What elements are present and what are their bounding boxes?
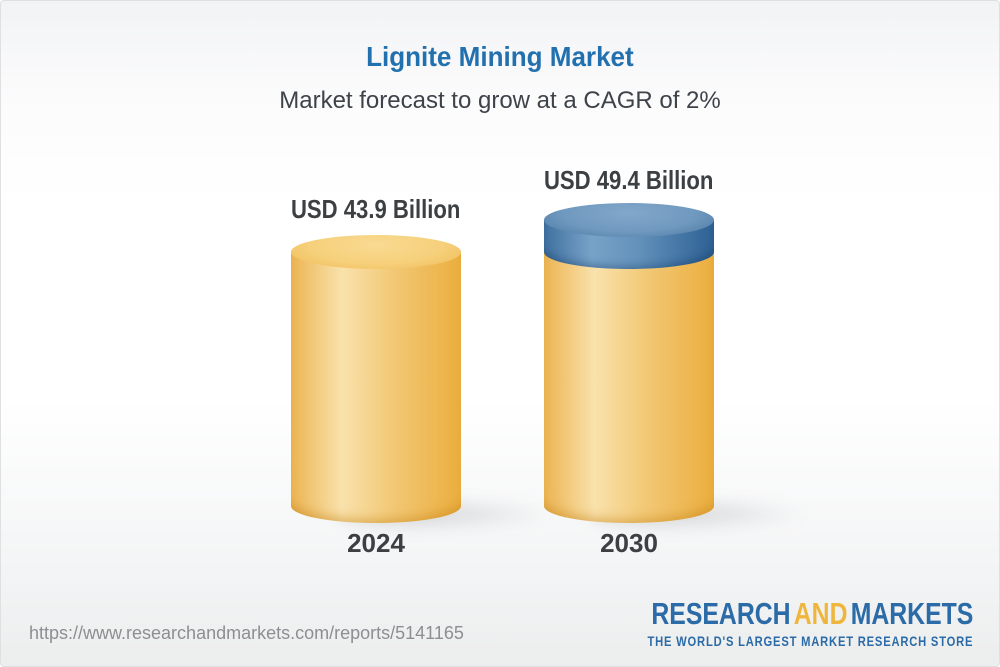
page-title: Lignite Mining Market (366, 41, 634, 72)
logo-and-word: AND (793, 596, 848, 631)
value-label-2030: USD 49.4 Billion (544, 165, 714, 195)
axis-label-2030: 2030 (600, 528, 658, 558)
logo-tagline: THE WORLD'S LARGEST MARKET RESEARCH STOR… (647, 633, 973, 649)
research-and-markets-logo: RESEARCH AND MARKETS THE WORLD'S LARGEST M… (647, 596, 973, 650)
value-label-2024: USD 43.9 Billion (291, 194, 461, 224)
axis-label-2024: 2024 (347, 528, 405, 558)
logo-wordmark: RESEARCH AND MARKETS (651, 596, 973, 631)
page-subtitle: Market forecast to grow at a CAGR of 2% (279, 87, 721, 114)
bar-2030 (544, 203, 714, 523)
bar-2024 (291, 234, 461, 523)
report-url[interactable]: https://www.researchandmarkets.com/repor… (29, 623, 464, 643)
